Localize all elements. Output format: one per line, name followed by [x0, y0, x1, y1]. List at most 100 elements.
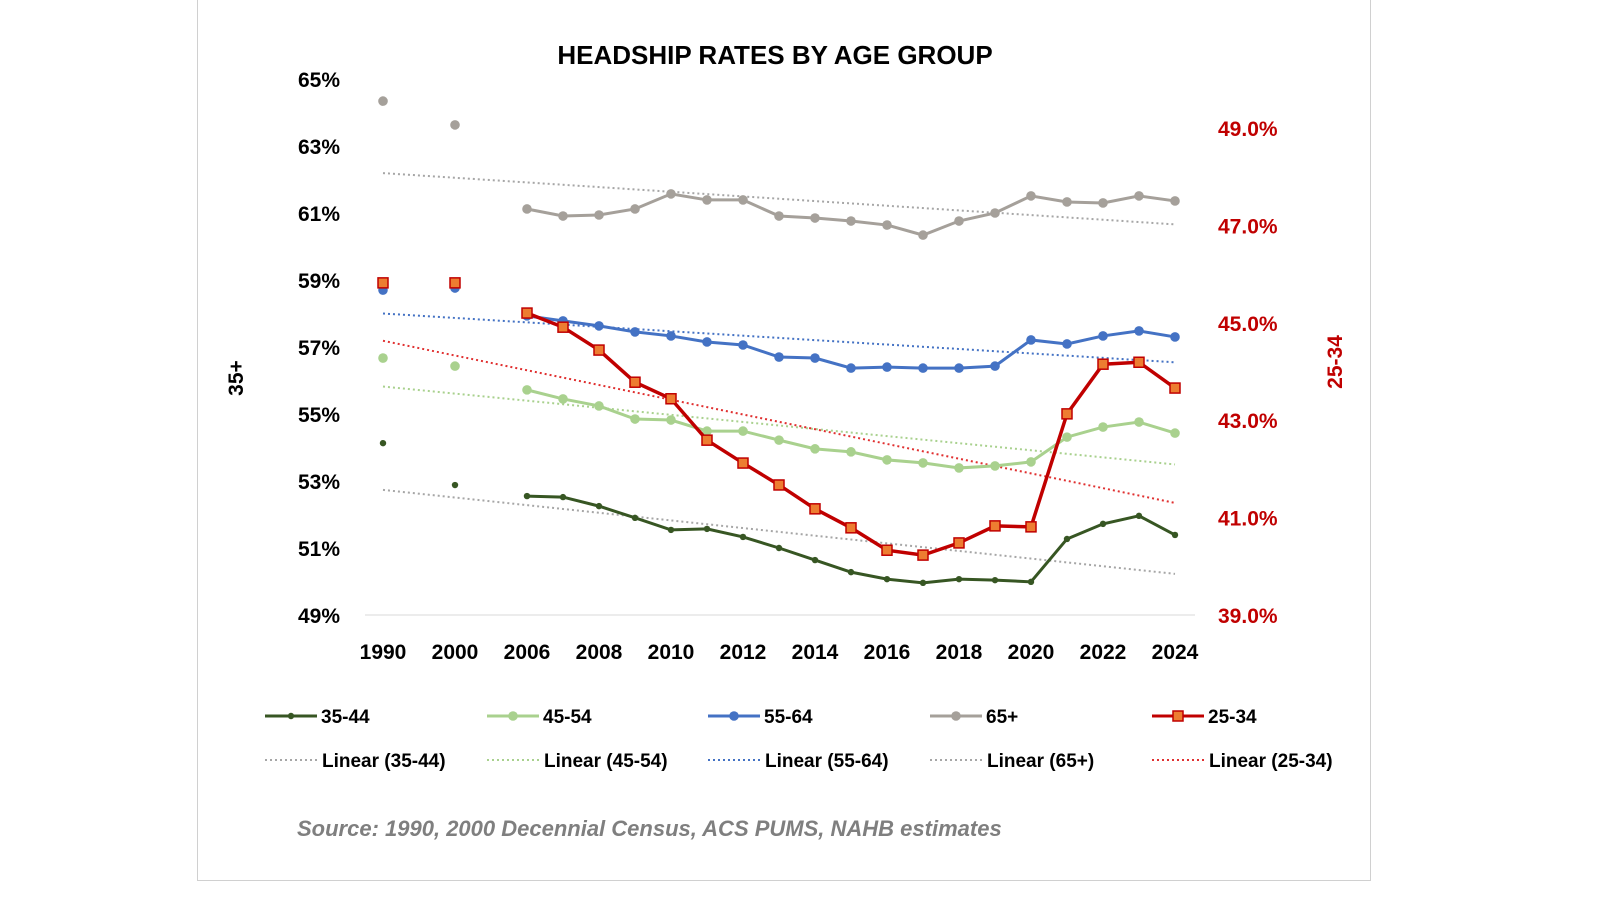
data-point-35-44	[883, 575, 891, 583]
data-point-65+	[522, 204, 532, 214]
data-point-55-64	[738, 340, 748, 350]
data-point-45-54	[990, 461, 1000, 471]
data-point-55-64	[882, 362, 892, 372]
data-point-45-54	[882, 455, 892, 465]
data-point-65+	[954, 216, 964, 226]
legend-item-55-64: 55-64	[708, 707, 813, 728]
data-point-35-44	[559, 493, 567, 501]
data-point-45-54	[1098, 422, 1108, 432]
data-point-35-44	[667, 526, 675, 534]
data-point-45-54	[954, 463, 964, 473]
legend-item-65+: 65+	[930, 707, 1018, 728]
data-point-35-44	[1027, 578, 1035, 586]
data-point-35-44	[955, 575, 963, 583]
legend-item-trend-35-44: Linear (35-44)	[265, 751, 446, 772]
y-right-tick-label: 43.0%	[1218, 410, 1278, 433]
data-point-35-44	[703, 525, 711, 533]
data-point-55-64	[630, 327, 640, 337]
data-point-55-64	[666, 331, 676, 341]
trendline-55-64	[382, 312, 1176, 364]
data-point-65+	[1098, 198, 1108, 208]
legend-label: Linear (55-64)	[765, 751, 889, 772]
data-point-65+	[846, 216, 856, 226]
data-point-65+	[810, 213, 820, 223]
data-point-65+	[951, 711, 961, 721]
data-point-35-44	[919, 579, 927, 587]
chart-frame	[197, 0, 1371, 881]
data-point-25-34	[1169, 382, 1181, 394]
legend-label: Linear (65+)	[987, 751, 1094, 772]
series-55-64	[378, 283, 1180, 373]
legend-label: Linear (35-44)	[322, 751, 446, 772]
data-point-35-44	[451, 481, 459, 489]
data-point-45-54	[450, 361, 460, 371]
y-right-tick-label: 39.0%	[1218, 605, 1278, 628]
data-point-35-44	[287, 712, 295, 720]
data-point-55-64	[1026, 335, 1036, 345]
data-point-25-34	[665, 393, 677, 405]
series-45-54	[378, 353, 1180, 473]
y-left-tick-label: 55%	[298, 404, 340, 427]
data-point-45-54	[738, 426, 748, 436]
x-tick-label: 2018	[936, 641, 983, 664]
data-point-25-34	[773, 479, 785, 491]
x-tick-label: 1990	[360, 641, 407, 664]
y-left-tick-label: 51%	[298, 538, 340, 561]
y-left-tick-label: 57%	[298, 337, 340, 360]
data-point-25-34	[377, 277, 389, 289]
x-tick-label: 2024	[1152, 641, 1199, 664]
y-right-label: 25-34	[1324, 335, 1347, 389]
x-tick-label: 2020	[1008, 641, 1055, 664]
data-point-45-54	[666, 415, 676, 425]
y-left-tick-label: 53%	[298, 471, 340, 494]
x-tick-label: 2006	[504, 641, 551, 664]
data-point-65+	[882, 220, 892, 230]
legend-label: 45-54	[543, 707, 592, 728]
data-point-25-34	[1097, 358, 1109, 370]
data-point-65+	[666, 189, 676, 199]
y-left-tick-label: 63%	[298, 136, 340, 159]
data-point-65+	[738, 195, 748, 205]
data-point-35-44	[811, 556, 819, 564]
legend-item-trend-55-64: Linear (55-64)	[708, 751, 889, 772]
data-point-65+	[1026, 191, 1036, 201]
data-point-25-34	[557, 321, 569, 333]
data-point-55-64	[918, 363, 928, 373]
data-point-35-44	[631, 514, 639, 522]
data-point-25-34	[629, 376, 641, 388]
data-point-25-34	[809, 503, 821, 515]
data-point-45-54	[378, 353, 388, 363]
x-tick-label: 2012	[720, 641, 767, 664]
data-point-65+	[630, 204, 640, 214]
data-point-55-64	[990, 361, 1000, 371]
x-tick-label: 2016	[864, 641, 911, 664]
legend-label: 35-44	[321, 707, 370, 728]
data-point-25-34	[737, 457, 749, 469]
y-left-tick-label: 61%	[298, 203, 340, 226]
chart-title: HEADSHIP RATES BY AGE GROUP	[557, 40, 992, 70]
legend-label: 25-34	[1208, 707, 1257, 728]
y-left-tick-label: 59%	[298, 270, 340, 293]
data-point-65+	[450, 120, 460, 130]
legend-item-35-44: 35-44	[265, 707, 370, 728]
y-right-tick-label: 45.0%	[1218, 313, 1278, 336]
data-point-55-64	[810, 353, 820, 363]
data-point-45-54	[1026, 457, 1036, 467]
data-point-45-54	[1170, 428, 1180, 438]
data-point-25-34	[1025, 521, 1037, 533]
data-point-35-44	[1099, 520, 1107, 528]
data-point-35-44	[595, 502, 603, 510]
trendline-35-44	[382, 488, 1176, 575]
data-point-65+	[1170, 196, 1180, 206]
data-point-45-54	[508, 711, 518, 721]
data-point-35-44	[379, 439, 387, 447]
data-point-65+	[774, 211, 784, 221]
data-point-65+	[1062, 197, 1072, 207]
data-point-65+	[378, 96, 388, 106]
data-point-55-64	[1062, 339, 1072, 349]
x-tick-label: 2014	[792, 641, 839, 664]
y-left-tick-label: 65%	[298, 69, 340, 92]
data-point-65+	[918, 230, 928, 240]
legend-item-trend-25-34: Linear (25-34)	[1152, 751, 1333, 772]
data-point-65+	[990, 208, 1000, 218]
